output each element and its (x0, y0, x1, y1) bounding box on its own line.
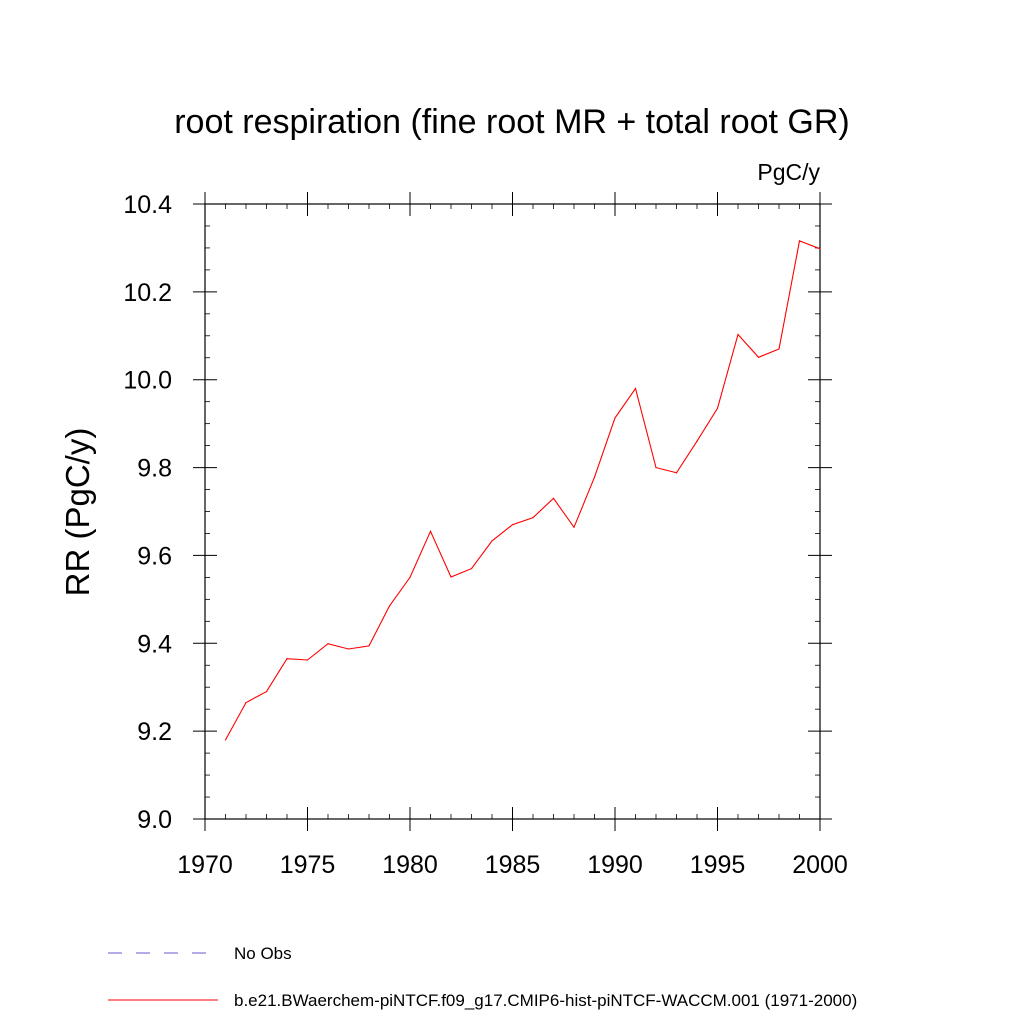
data-point (778, 348, 780, 350)
y-axis-label: RR (PgC/y) (59, 428, 96, 597)
data-point (655, 466, 657, 469)
data-point (716, 407, 719, 409)
data-point (511, 524, 514, 526)
plot-frame (204, 203, 821, 820)
data-point (409, 576, 411, 578)
legend-label: b.e21.BWaerchem-piNTCF.f09_g17.CMIP6-his… (234, 991, 857, 1010)
data-point (491, 540, 493, 542)
data-point (819, 248, 821, 250)
series-line (225, 240, 821, 741)
x-tick-labels: 1970 1975 1980 1985 1990 1995 2000 (177, 851, 848, 879)
data-point (347, 648, 350, 650)
data-point (634, 387, 637, 390)
y-tick-label: 9.6 (137, 542, 172, 570)
y-tick-label: 10.2 (123, 279, 172, 307)
x-tick-label: 1975 (280, 851, 336, 879)
data-point (696, 440, 698, 442)
legend-label: No Obs (234, 944, 292, 963)
x-tick-label: 2000 (792, 851, 848, 879)
x-tick-label: 1985 (485, 851, 541, 879)
data-point (429, 530, 432, 532)
data-point (552, 497, 555, 499)
data-point (573, 526, 575, 528)
y-tick-label: 10.0 (123, 367, 172, 395)
y-tick-label: 9.0 (137, 806, 172, 834)
data-point (265, 691, 268, 693)
data-point (388, 605, 391, 607)
chart-title: root respiration (fine root MR + total r… (174, 103, 850, 141)
data-point (368, 645, 370, 647)
y-tick-label: 9.2 (137, 718, 172, 746)
data-point (470, 568, 473, 570)
data-point (675, 472, 678, 474)
series-group (224, 240, 821, 741)
data-point (757, 356, 760, 358)
axis-ticks (193, 192, 832, 831)
y-tick-label: 9.8 (137, 455, 172, 483)
data-point (798, 240, 801, 242)
data-point (306, 659, 309, 661)
y-tick-label: 10.4 (123, 191, 172, 219)
data-point (450, 576, 452, 578)
data-point (532, 517, 534, 519)
x-tick-label: 1990 (587, 851, 643, 879)
x-tick-label: 1980 (382, 851, 438, 879)
data-point (245, 701, 247, 704)
data-point (614, 417, 616, 419)
y-tick-label: 9.4 (137, 630, 172, 658)
units-label: PgC/y (757, 159, 820, 185)
x-tick-label: 1995 (690, 851, 746, 879)
x-tick-label: 1970 (177, 851, 233, 879)
y-tick-labels: 9.0 9.2 9.4 9.6 9.8 10.0 10.2 10.4 (123, 191, 172, 834)
data-point (593, 476, 596, 478)
data-point (327, 643, 329, 645)
data-point (737, 333, 739, 336)
data-point (286, 658, 288, 660)
data-point (224, 739, 227, 741)
legend: No Obs b.e21.BWaerchem-piNTCF.f09_g17.CMI… (108, 944, 857, 1010)
